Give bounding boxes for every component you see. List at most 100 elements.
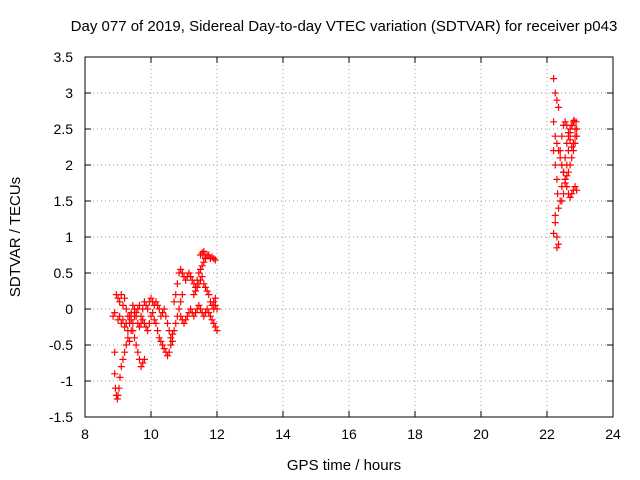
data-point — [140, 355, 148, 363]
data-point — [200, 280, 208, 288]
data-point — [571, 132, 579, 140]
data-point — [168, 337, 176, 345]
y-tick-label: 0 — [65, 301, 73, 317]
data-point — [177, 312, 185, 320]
data-point — [132, 341, 140, 349]
data-point — [183, 312, 191, 320]
y-tick-label: -1.5 — [49, 409, 73, 425]
x-tick-label: 16 — [341, 426, 357, 442]
data-point — [563, 172, 571, 180]
data-point — [135, 323, 143, 331]
data-point — [170, 327, 178, 335]
data-point — [213, 305, 221, 313]
data-point — [200, 258, 208, 266]
data-point — [124, 334, 132, 342]
data-point — [551, 161, 559, 169]
data-point — [550, 118, 558, 126]
data-point — [200, 312, 208, 320]
data-point — [142, 301, 150, 309]
data-point — [569, 139, 577, 147]
data-point — [114, 391, 122, 399]
data-point — [190, 291, 198, 299]
chart-title: Day 077 of 2019, Sidereal Day-to-day VTE… — [71, 18, 618, 35]
data-point — [193, 283, 201, 291]
data-point — [139, 359, 147, 367]
data-point — [142, 323, 150, 331]
data-point — [563, 161, 571, 169]
data-points — [109, 75, 581, 403]
data-point — [554, 190, 562, 198]
data-point — [115, 384, 123, 392]
data-point — [154, 301, 162, 309]
data-point — [182, 276, 190, 284]
data-point — [550, 147, 558, 155]
data-point — [568, 190, 576, 198]
data-point — [150, 316, 158, 324]
data-point — [109, 312, 117, 320]
data-point — [198, 249, 206, 257]
data-point — [172, 291, 180, 299]
data-point — [571, 183, 579, 191]
data-point — [553, 96, 561, 104]
data-point — [122, 305, 130, 313]
data-point — [162, 312, 170, 320]
data-point — [129, 301, 137, 309]
y-tick-labels: -1.5 -1 -0.5 0 0.5 1 1.5 2 2.5 3 3.5 — [49, 49, 73, 425]
data-point — [126, 312, 134, 320]
data-point — [197, 276, 204, 284]
data-point — [551, 132, 559, 140]
data-point — [558, 197, 566, 205]
data-point — [160, 345, 168, 353]
y-tick-label: -1 — [61, 373, 74, 389]
data-point — [127, 316, 135, 324]
data-point — [124, 327, 132, 335]
data-point — [164, 319, 171, 327]
data-point — [203, 287, 211, 295]
data-point — [561, 179, 569, 187]
data-point — [116, 373, 124, 381]
data-point — [159, 341, 167, 349]
data-point — [551, 89, 559, 97]
data-point — [553, 175, 561, 183]
x-tick-label: 22 — [539, 426, 555, 442]
y-tick-label: 2 — [65, 157, 73, 173]
x-tick-labels: 8 10 12 14 16 18 20 22 24 — [81, 426, 621, 442]
data-point — [127, 309, 135, 317]
x-tick-label: 14 — [275, 426, 291, 442]
data-point — [182, 316, 190, 324]
data-point — [113, 395, 121, 403]
data-point — [180, 319, 188, 327]
data-point — [147, 312, 155, 320]
data-point — [122, 341, 130, 349]
data-point — [198, 262, 206, 270]
data-point — [152, 319, 160, 327]
data-point — [201, 253, 209, 261]
data-point — [553, 244, 561, 252]
data-point — [553, 233, 561, 241]
data-point — [111, 370, 119, 378]
data-point — [164, 352, 171, 360]
data-point — [210, 319, 218, 327]
data-point — [139, 316, 147, 324]
data-point — [165, 348, 173, 356]
data-point — [173, 280, 181, 288]
data-point — [208, 316, 216, 324]
data-point — [555, 103, 563, 111]
data-point — [558, 183, 566, 191]
data-point — [144, 305, 152, 313]
data-point — [210, 255, 218, 263]
data-point — [556, 147, 564, 155]
tick-marks — [84, 56, 614, 418]
data-point — [210, 298, 218, 306]
data-point — [568, 154, 576, 162]
data-point — [564, 147, 572, 155]
data-point — [131, 334, 138, 342]
data-point — [568, 121, 576, 129]
data-point — [206, 312, 214, 320]
data-point — [551, 219, 559, 227]
data-point — [195, 301, 203, 309]
data-point — [119, 316, 127, 324]
data-point — [566, 129, 574, 137]
data-point — [134, 348, 142, 356]
data-point — [175, 305, 183, 313]
